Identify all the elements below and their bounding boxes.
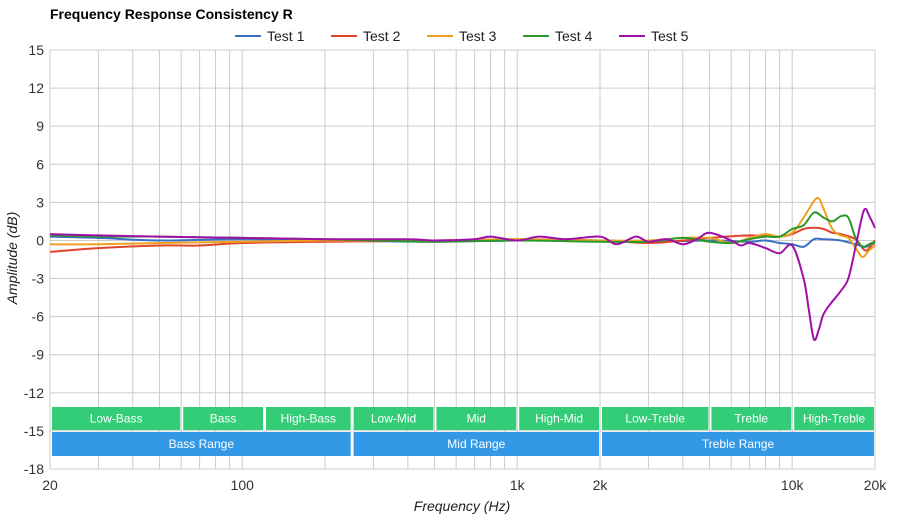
sub-range-band [265, 407, 351, 430]
y-tick-label: 9 [36, 118, 44, 134]
sub-range-band-label: High-Mid [535, 412, 583, 426]
y-tick-label: -12 [24, 385, 44, 401]
sub-range-band-label: Low-Mid [371, 412, 416, 426]
y-tick-label: 12 [28, 80, 44, 96]
y-axis-label: Amplitude (dB) [4, 212, 20, 306]
sub-range-band-label: High-Treble [803, 412, 866, 426]
y-tick-label: -9 [32, 347, 45, 363]
sub-range-band-label: Bass [210, 412, 237, 426]
series-line-test-5 [49, 207, 876, 342]
sub-range-band-label: Low-Bass [90, 412, 143, 426]
legend-label: Test 4 [555, 28, 593, 44]
y-tick-label: -15 [24, 423, 44, 439]
sub-range-band [183, 407, 263, 430]
sub-range-band-label: High-Bass [281, 412, 336, 426]
sub-range-band [519, 407, 599, 430]
grid [49, 49, 876, 470]
x-tick-label: 2k [593, 477, 609, 493]
sub-range-band-label: Treble [735, 412, 769, 426]
plot-border [49, 49, 876, 470]
y-axis-ticks: 15 12 9 6 3 0 -3 -6 -9 -12 -15 -18 [24, 42, 44, 477]
sub-range-band [602, 407, 709, 430]
sub-range-band [794, 407, 874, 430]
x-axis-label: Frequency (Hz) [414, 498, 510, 514]
range-band-label: Mid Range [447, 437, 505, 451]
x-axis-ticks: 20 100 1k 2k 10k 20k [42, 477, 887, 493]
y-tick-label: -3 [32, 271, 45, 287]
series-line-test-1 [49, 235, 876, 248]
y-tick-label: -18 [24, 461, 44, 477]
chart-title: Frequency Response Consistency R [50, 6, 293, 22]
x-tick-label: 10k [781, 477, 805, 493]
legend-label: Test 1 [267, 28, 305, 44]
y-tick-label: 15 [28, 42, 44, 58]
y-tick-label: 6 [36, 156, 44, 172]
legend: Test 1 Test 2 Test 3 Test 4 Test 5 [235, 28, 689, 44]
y-tick-label: 0 [36, 232, 44, 248]
x-tick-label: 20k [864, 477, 888, 493]
x-tick-label: 1k [510, 477, 526, 493]
x-tick-label: 20 [42, 477, 58, 493]
sub-range-band [52, 407, 181, 430]
series-lines [49, 196, 876, 342]
range-band [353, 432, 599, 456]
range-band-label: Treble Range [702, 437, 775, 451]
series-line-test-3 [49, 196, 876, 258]
range-band [602, 432, 874, 456]
x-tick-label: 100 [231, 477, 255, 493]
legend-label: Test 5 [651, 28, 689, 44]
range-band-label: Bass Range [169, 437, 235, 451]
frequency-bands: Low-Bass Bass High-Bass Low-Mid Mid High-Mid L… [52, 407, 874, 456]
legend-label: Test 3 [459, 28, 497, 44]
legend-label: Test 2 [363, 28, 401, 44]
sub-range-band [711, 407, 792, 430]
y-tick-label: 3 [36, 194, 44, 210]
sub-range-band-label: Low-Treble [625, 412, 685, 426]
sub-range-band [436, 407, 517, 430]
sub-range-band [353, 407, 434, 430]
range-band [52, 432, 351, 456]
sub-range-band-label: Mid [467, 412, 486, 426]
y-tick-label: -6 [32, 309, 45, 325]
